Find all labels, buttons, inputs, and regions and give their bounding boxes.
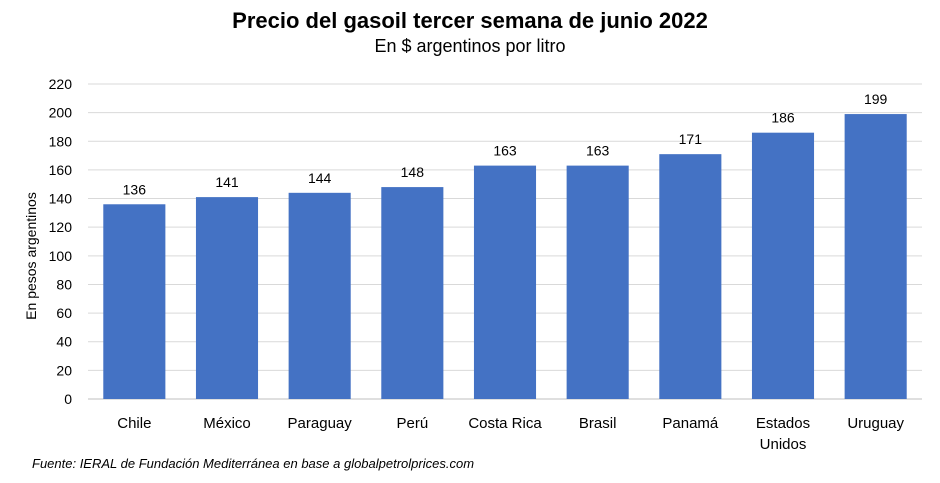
data-label: 136 [123, 181, 147, 197]
x-tick-label: Panamá [662, 415, 719, 432]
data-label: 199 [864, 91, 888, 107]
y-tick-label: 140 [49, 191, 73, 207]
source-note: Fuente: IERAL de Fundación Mediterránea … [32, 456, 475, 471]
y-tick-label: 20 [56, 362, 72, 378]
bar [659, 154, 722, 399]
y-tick-label: 60 [56, 305, 72, 321]
y-tick-label: 160 [49, 162, 73, 178]
y-tick-label: 40 [56, 334, 72, 350]
x-tick-label: Paraguay [288, 415, 353, 432]
data-label: 144 [308, 170, 332, 186]
y-axis-label: En pesos argentinos [23, 192, 39, 320]
y-tick-label: 80 [56, 276, 72, 292]
x-tick-label: Perú [396, 415, 428, 432]
chart-title: Precio del gasoil tercer semana de junio… [232, 8, 708, 33]
data-label: 148 [401, 164, 425, 180]
data-label: 163 [493, 143, 517, 159]
y-tick-label: 180 [49, 133, 73, 149]
y-tick-label: 120 [49, 219, 73, 235]
x-tick-label: Brasil [579, 415, 617, 432]
data-label: 171 [679, 131, 703, 147]
y-tick-label: 100 [49, 248, 73, 264]
y-tick-label: 200 [49, 105, 73, 121]
bar [566, 165, 629, 399]
bar [195, 197, 259, 399]
bar [473, 165, 537, 399]
data-label: 141 [215, 174, 239, 190]
y-tick-label: 0 [64, 391, 72, 407]
y-tick-label: 220 [49, 76, 73, 92]
x-tick-label: Uruguay [847, 415, 904, 432]
x-tick-label: Estados Unidos [756, 415, 810, 453]
x-tick-label: Chile [117, 415, 151, 432]
bar [751, 132, 815, 399]
data-label: 163 [586, 143, 610, 159]
data-label: 186 [771, 110, 795, 126]
chart-subtitle: En $ argentinos por litro [374, 36, 566, 56]
bar [381, 187, 444, 399]
x-tick-label: Costa Rica [468, 415, 542, 432]
x-tick-label: México [203, 415, 251, 432]
bar [844, 114, 907, 400]
bar [103, 204, 166, 399]
bar [288, 192, 351, 399]
